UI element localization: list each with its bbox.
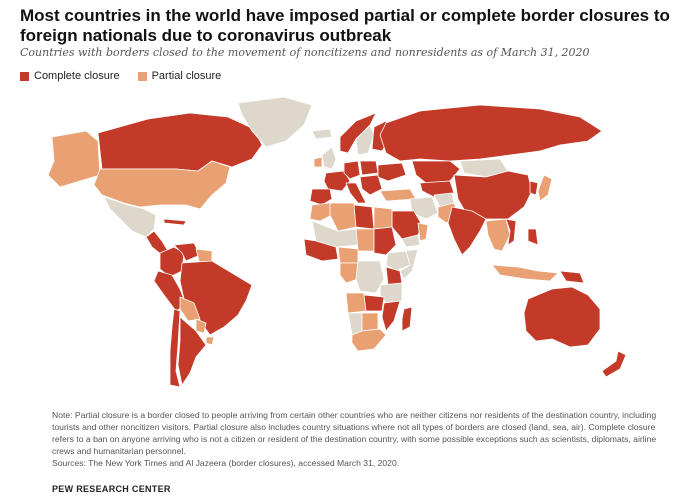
region-russia [379,104,603,162]
region-madagascar [401,306,413,332]
region-indonesia [491,264,559,282]
legend-item-partial: Partial closure [137,70,222,82]
legend-item-complete: Complete closure [20,70,120,82]
region-west-africa [303,238,339,262]
region-nigeria [337,246,359,264]
region-alaska [47,130,101,188]
region-united-kingdom [321,146,337,170]
legend-swatch-partial [137,71,147,81]
region-argentina [177,316,207,386]
region-chile [169,308,181,388]
region-spain [309,188,333,206]
sources-text: Sources: The New York Times and Al Jazee… [52,458,400,468]
note-text: Note: Partial closure is a border closed… [52,410,657,456]
region-venezuela [173,242,201,262]
region-australia [523,286,601,348]
region-new-zealand [601,350,627,378]
legend-label-complete: Complete closure [34,70,120,82]
region-ukraine [377,162,407,182]
region-uruguay [205,336,215,346]
region-united-states [93,160,231,210]
legend-label-partial: Partial closure [151,70,222,82]
region-egypt [373,206,393,230]
region-south-africa [351,328,387,352]
region-yemen [401,234,421,248]
region-brazil [179,260,253,336]
region-libya [353,204,375,230]
region-oman [417,222,429,242]
chart-subtitle: Countries with borders closed to the mov… [20,46,590,59]
region-italy [345,182,367,204]
region-iceland [311,128,333,140]
legend-swatch-complete [20,71,29,81]
region-dr-congo [355,260,385,294]
region-kazakhstan [411,160,461,184]
region-mozambique [381,300,401,332]
pew-research-center-logo: PEW RESEARCH CENTER [52,484,171,494]
region-cuba [163,218,187,226]
footnotes: Note: Partial closure is a border closed… [52,409,662,469]
region-bolivia [179,296,201,322]
world-map [47,96,627,388]
region-poland [359,160,379,176]
region-somalia [399,248,419,280]
region-canada [97,112,263,172]
region-congo [339,262,359,284]
legend: Complete closure Partial closure [20,70,221,82]
region-china [453,170,533,220]
region-morocco [309,202,333,222]
region-korea [529,180,539,196]
region-india [447,206,487,256]
region-zambia [363,294,385,312]
region-balkans [359,174,383,196]
region-papua-new-guinea [559,270,585,284]
region-chad [355,228,375,252]
region-philippines [527,228,539,246]
region-ireland [313,156,323,168]
region-greenland [237,96,313,148]
chart-title: Most countries in the world have imposed… [20,6,670,45]
region-southeast-asia [485,218,511,252]
region-angola [345,292,367,314]
region-sweden [355,124,375,156]
region-ethiopia [385,250,411,272]
region-japan [537,174,553,202]
region-vietnam [505,218,517,246]
region-paraguay [195,318,207,334]
region-mexico [103,196,157,238]
region-algeria [329,202,357,232]
region-sudan [373,226,397,256]
region-germany [343,160,361,180]
region-botswana [361,312,379,332]
